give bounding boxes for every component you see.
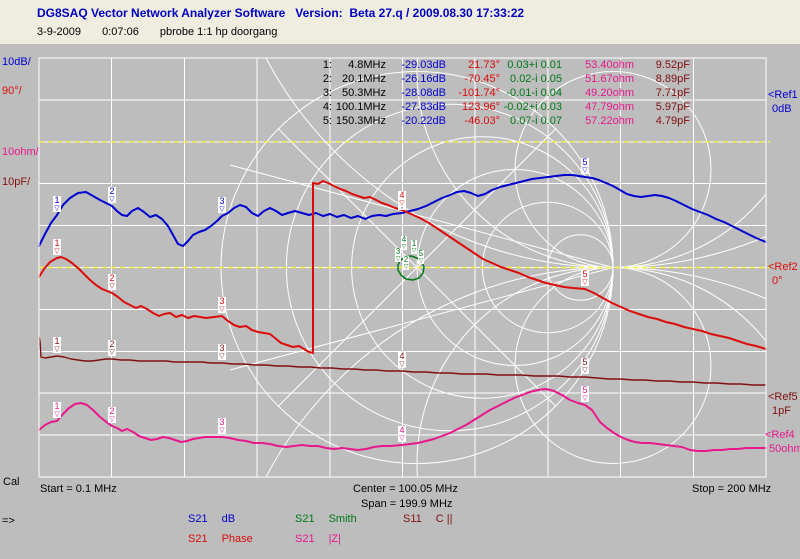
trace-s21-phase — [38, 180, 767, 354]
start-frequency-label: Start = 0.1 MHz — [40, 483, 117, 495]
stop-frequency-label: Stop = 200 MHz — [692, 483, 772, 495]
title-strip: DG8SAQ Vector Network Analyzer Software … — [0, 0, 800, 44]
status-date: 3-9-2009 — [37, 26, 82, 38]
status-time: 0:07:06 — [102, 26, 139, 38]
plot-border — [38, 57, 767, 478]
trace-s21-smith — [397, 255, 425, 281]
status-note: pbrobe 1:1 hp doorgang — [159, 26, 278, 38]
trace-s21-db — [38, 174, 767, 247]
command-prompt-label: => — [2, 515, 15, 527]
status-line: 3-9-2009 0:07:06 pbrobe 1:1 hp doorgang — [37, 26, 295, 38]
reference-dashed-lines — [39, 141, 770, 269]
trace-s21-z — [38, 388, 767, 452]
center-frequency-label: Center = 100.05 MHz — [353, 483, 458, 495]
cal-label: Cal — [3, 476, 20, 488]
app-title: DG8SAQ Vector Network Analyzer Software … — [37, 6, 525, 20]
span-frequency-label: Span = 199.9 MHz — [361, 498, 453, 510]
trace-s11-c — [38, 336, 767, 386]
smith-chart-overlay — [220, 58, 766, 477]
